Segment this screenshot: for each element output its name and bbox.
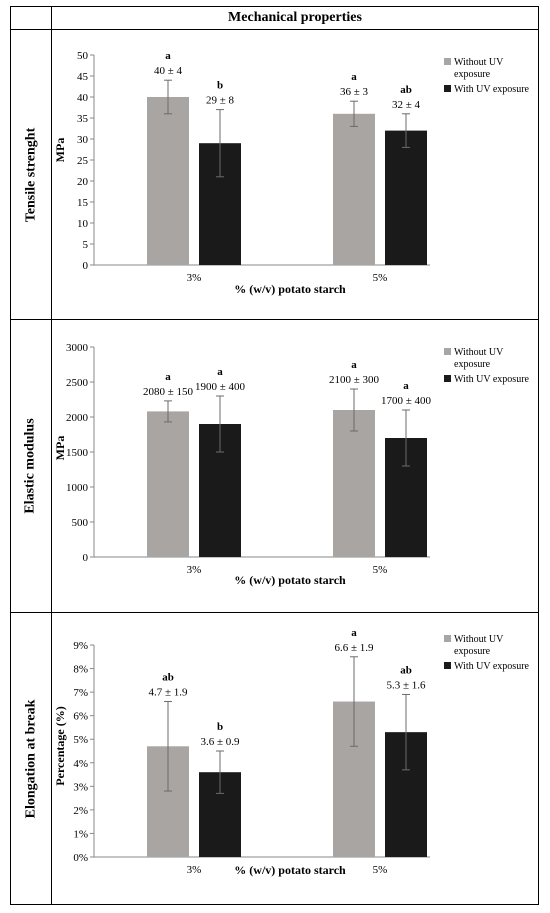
bar-without-uv bbox=[147, 411, 189, 557]
y-tick-label: 2% bbox=[73, 805, 88, 817]
row-divider-1 bbox=[11, 319, 538, 320]
y-tick-label: 20 bbox=[77, 176, 89, 188]
y-tick-label: 15 bbox=[77, 197, 89, 209]
category-label: 3% bbox=[187, 564, 202, 576]
significance-letter: a bbox=[403, 380, 409, 392]
significance-letter: ab bbox=[162, 672, 174, 684]
y-tick-label: 5 bbox=[83, 239, 89, 251]
value-label: 4.7 ± 1.9 bbox=[148, 687, 188, 699]
value-label: 29 ± 8 bbox=[206, 95, 235, 107]
x-axis-title: % (w/v) potato starch bbox=[234, 573, 346, 587]
y-tick-label: 30 bbox=[77, 134, 89, 146]
y-tick-label: 5% bbox=[73, 734, 88, 746]
value-label: 1700 ± 400 bbox=[381, 395, 432, 407]
significance-letter: ab bbox=[400, 664, 412, 676]
value-label: 6.6 ± 1.9 bbox=[334, 642, 374, 654]
y-tick-label: 2500 bbox=[66, 377, 89, 389]
significance-letter: a bbox=[217, 366, 223, 378]
bar-with-uv bbox=[385, 130, 427, 265]
value-label: 5.3 ± 1.6 bbox=[386, 679, 426, 691]
y-axis-title: MPa bbox=[53, 138, 67, 163]
category-label: 3% bbox=[187, 272, 202, 284]
significance-letter: a bbox=[351, 627, 357, 639]
y-tick-label: 25 bbox=[77, 155, 89, 167]
y-tick-label: 4% bbox=[73, 758, 88, 770]
category-label: 3% bbox=[187, 864, 202, 876]
row-divider-2 bbox=[11, 612, 538, 613]
category-label: 5% bbox=[373, 864, 388, 876]
significance-letter: a bbox=[351, 359, 357, 371]
bar-without-uv bbox=[147, 97, 189, 265]
y-tick-label: 50 bbox=[77, 50, 89, 62]
value-label: 3.6 ± 0.9 bbox=[200, 736, 240, 748]
legend-swatch-without-uv bbox=[444, 635, 451, 642]
legend-swatch-without-uv bbox=[444, 58, 451, 65]
value-label: 2080 ± 150 bbox=[143, 386, 194, 398]
y-tick-label: 6% bbox=[73, 711, 88, 723]
significance-letter: a bbox=[165, 50, 171, 62]
header-divider bbox=[11, 29, 538, 30]
y-tick-label: 3000 bbox=[66, 342, 89, 354]
significance-letter: ab bbox=[400, 84, 412, 96]
legend-label-without-uv: Without UV bbox=[454, 634, 504, 645]
legend-label-without-uv-line2: exposure bbox=[454, 646, 491, 657]
figure-frame: Mechanical properties Tensile strenght E… bbox=[10, 6, 539, 905]
y-tick-label: 0 bbox=[83, 260, 89, 272]
y-axis-title: MPa bbox=[53, 436, 67, 461]
y-tick-label: 3% bbox=[73, 781, 88, 793]
legend-label-without-uv-line2: exposure bbox=[454, 359, 491, 370]
y-tick-label: 7% bbox=[73, 687, 88, 699]
legend-swatch-with-uv bbox=[444, 375, 451, 382]
legend-label-with-uv: With UV exposure bbox=[454, 374, 530, 385]
x-axis-title: % (w/v) potato starch bbox=[234, 282, 346, 296]
value-label: 36 ± 3 bbox=[340, 86, 369, 98]
y-axis-title: Percentage (%) bbox=[53, 706, 67, 785]
legend-label-without-uv: Without UV bbox=[454, 347, 504, 358]
y-tick-label: 0 bbox=[83, 552, 89, 564]
legend-label-without-uv-line2: exposure bbox=[454, 69, 491, 80]
value-label: 32 ± 4 bbox=[392, 99, 421, 111]
value-label: 1900 ± 400 bbox=[195, 381, 246, 393]
legend-swatch-with-uv bbox=[444, 85, 451, 92]
legend-swatch-with-uv bbox=[444, 662, 451, 669]
legend-swatch-without-uv bbox=[444, 348, 451, 355]
figure-header: Mechanical properties bbox=[228, 10, 362, 25]
legend-label-without-uv: Without UV bbox=[454, 57, 504, 68]
category-label: 5% bbox=[373, 272, 388, 284]
significance-letter: a bbox=[351, 71, 357, 83]
y-tick-label: 45 bbox=[77, 71, 89, 83]
label-column-divider bbox=[51, 7, 52, 904]
value-label: 40 ± 4 bbox=[154, 65, 183, 77]
significance-letter: b bbox=[217, 721, 223, 733]
value-label: 2100 ± 300 bbox=[329, 374, 380, 386]
x-axis-title: % (w/v) potato starch bbox=[234, 863, 346, 877]
y-tick-label: 35 bbox=[77, 113, 89, 125]
y-tick-label: 40 bbox=[77, 92, 89, 104]
y-tick-label: 1500 bbox=[66, 447, 89, 459]
y-tick-label: 500 bbox=[72, 517, 89, 529]
bar-without-uv bbox=[333, 113, 375, 265]
legend-label-with-uv: With UV exposure bbox=[454, 84, 530, 95]
legend-label-with-uv: With UV exposure bbox=[454, 661, 530, 672]
y-tick-label: 0% bbox=[73, 852, 88, 864]
y-tick-label: 1% bbox=[73, 828, 88, 840]
category-label: 5% bbox=[373, 564, 388, 576]
y-tick-label: 9% bbox=[73, 640, 88, 652]
y-tick-label: 10 bbox=[77, 218, 89, 230]
y-tick-label: 2000 bbox=[66, 412, 89, 424]
significance-letter: b bbox=[217, 80, 223, 92]
significance-letter: a bbox=[165, 371, 171, 383]
y-tick-label: 8% bbox=[73, 664, 88, 676]
y-tick-label: 1000 bbox=[66, 482, 89, 494]
bar-without-uv bbox=[333, 410, 375, 557]
